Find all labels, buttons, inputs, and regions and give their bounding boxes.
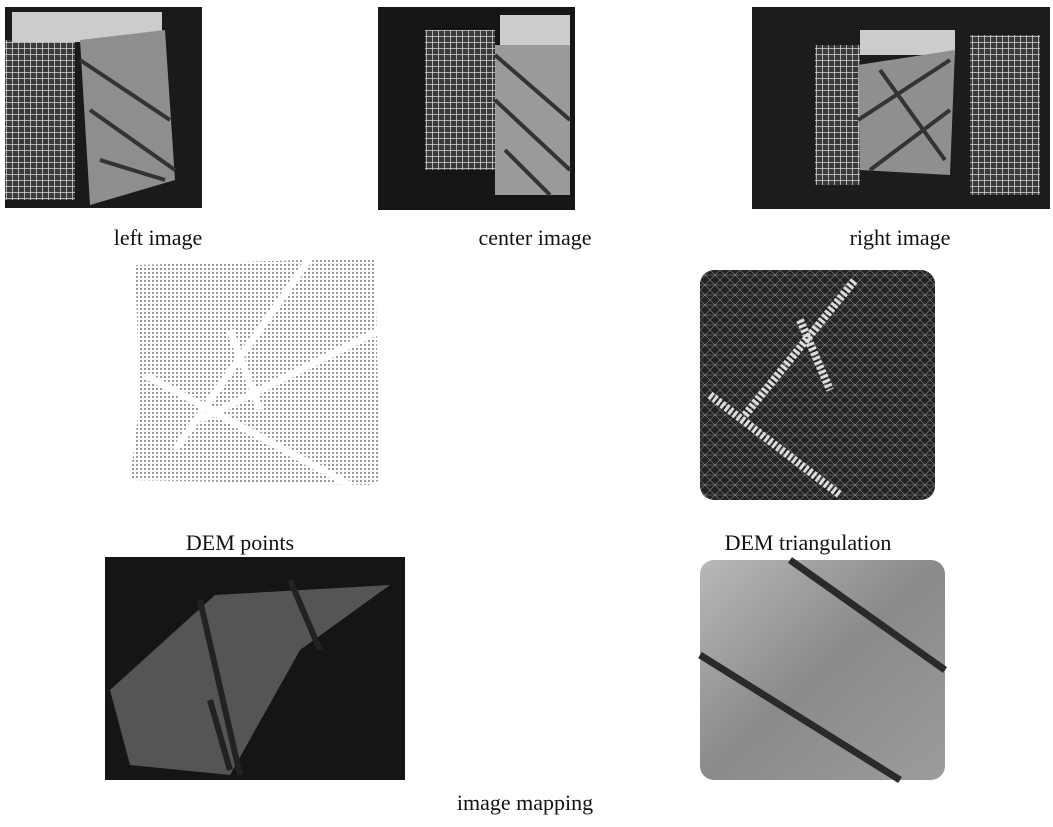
shape [970,35,1040,195]
caption: image mapping [457,790,593,815]
caption: right image [850,225,951,250]
caption: DEM triangulation [725,530,892,555]
right-photo [752,7,1050,209]
left-photo [5,7,202,208]
caption: DEM points [186,530,294,555]
caption: left image [114,225,203,250]
shape [700,560,945,780]
shape [700,270,935,500]
figure: left image center image right image DEM … [0,0,1053,827]
shape [5,40,75,200]
page: left image center image right image DEM … [0,0,1053,827]
mapping-right [700,560,945,780]
dem-triangulation [700,270,935,500]
center-photo [378,7,575,210]
shape [860,30,955,55]
shape [130,258,380,485]
shape [495,45,570,195]
dem-points [130,258,380,485]
shape [815,45,860,185]
shape [425,30,495,170]
shape [500,15,570,50]
caption: center image [479,225,592,250]
mapping-left [105,557,405,780]
